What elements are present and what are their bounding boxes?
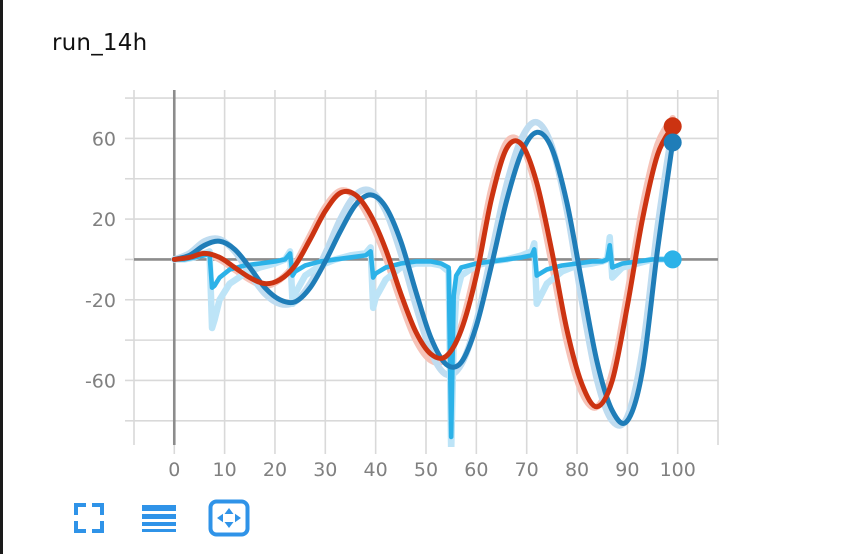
- svg-text:-20: -20: [85, 290, 116, 312]
- svg-text:50: 50: [414, 459, 438, 481]
- panel-left-border: [0, 0, 3, 554]
- fullscreen-icon: [72, 501, 106, 538]
- plot-area[interactable]: 60 20 -20 -60 0 10 20 30 40 50 60 70 80 90 100: [0, 0, 856, 500]
- x-axis-tick-labels: 0 10 20 30 40 50 60 70 80 90 100: [168, 445, 696, 481]
- fullscreen-button[interactable]: [68, 498, 110, 540]
- list-button[interactable]: [138, 498, 180, 540]
- svg-text:10: 10: [213, 459, 237, 481]
- chart-toolbar[interactable]: [68, 494, 308, 544]
- svg-text:60: 60: [464, 459, 488, 481]
- svg-text:20: 20: [263, 459, 287, 481]
- y-axis-tick-labels: 60 20 -20 -60: [85, 97, 134, 422]
- svg-text:-60: -60: [85, 370, 116, 392]
- svg-text:100: 100: [660, 459, 696, 481]
- svg-text:70: 70: [515, 459, 539, 481]
- ghost-series-group: [171, 114, 676, 447]
- page-title: run_14h: [52, 30, 148, 56]
- svg-text:40: 40: [364, 459, 388, 481]
- series-group: [171, 123, 676, 440]
- svg-text:80: 80: [565, 459, 589, 481]
- pan-icon: [208, 499, 250, 540]
- list-icon: [140, 501, 178, 538]
- svg-text:90: 90: [615, 459, 639, 481]
- pan-button[interactable]: [208, 498, 250, 540]
- line-chart-svg[interactable]: 60 20 -20 -60 0 10 20 30 40 50 60 70 80 90 100: [0, 0, 856, 500]
- svg-text:20: 20: [92, 209, 116, 231]
- svg-text:30: 30: [313, 459, 337, 481]
- svg-text:60: 60: [92, 128, 116, 150]
- end-marker-group: [663, 117, 682, 269]
- svg-text:0: 0: [168, 459, 180, 481]
